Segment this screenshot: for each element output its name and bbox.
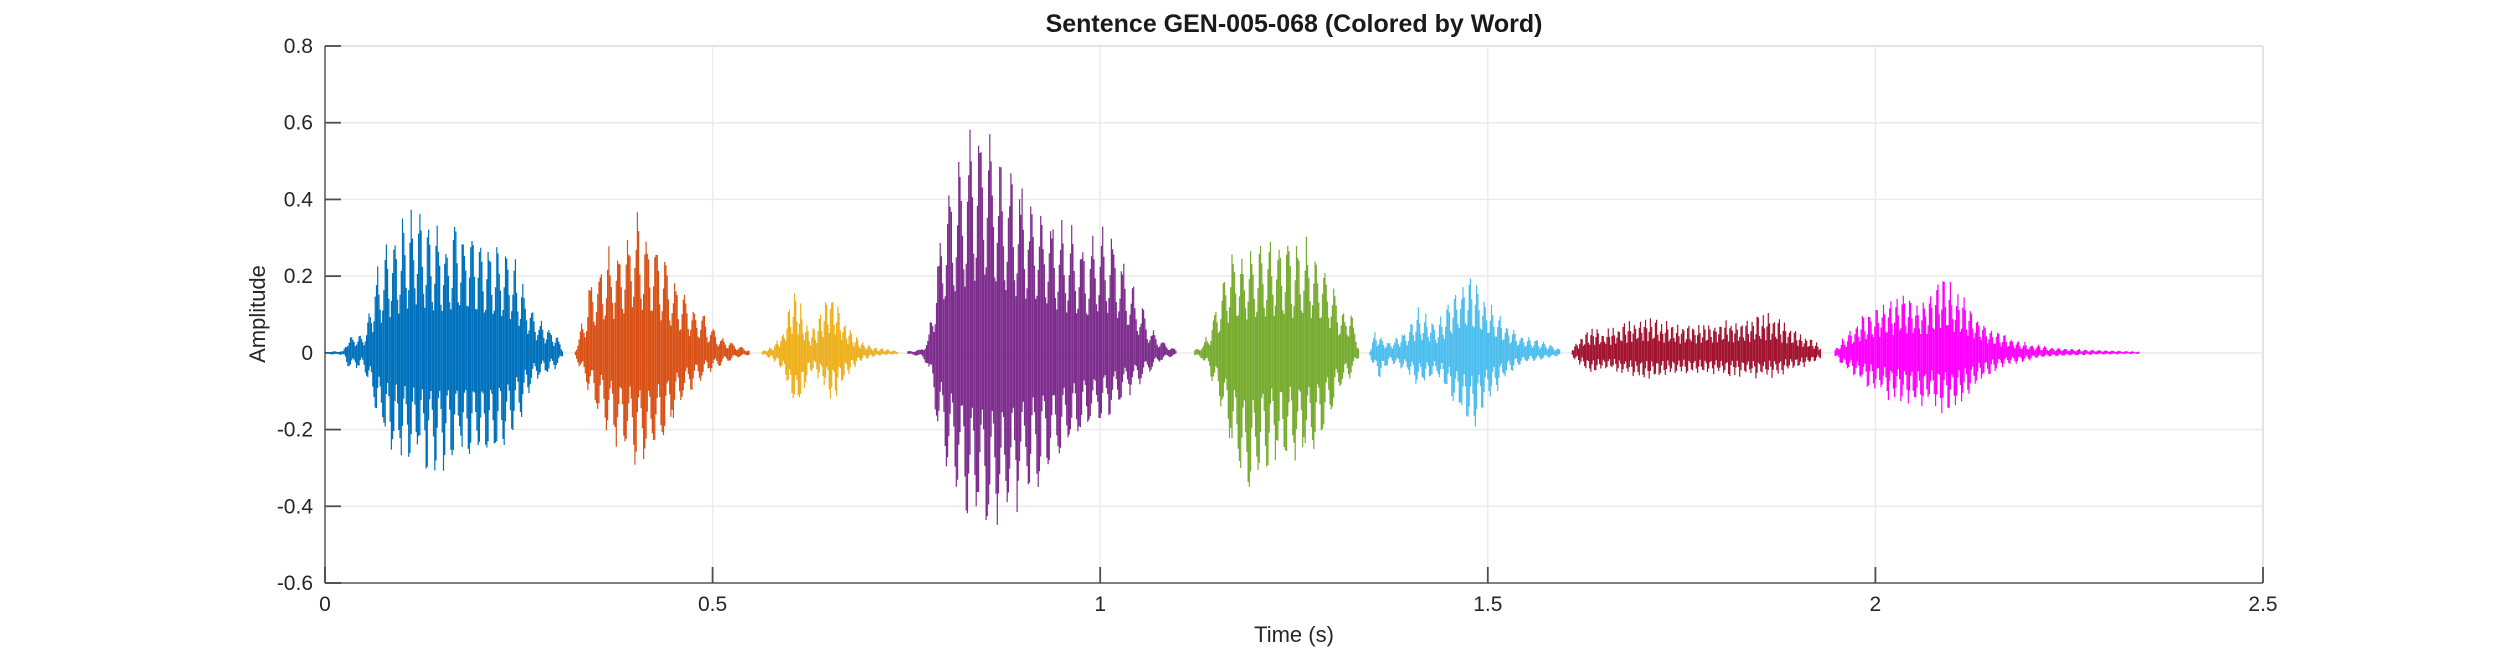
y-tick-label: 0.8: [284, 35, 313, 58]
waveform-segment-word-2: [574, 212, 750, 465]
y-tick-label: -0.2: [277, 419, 313, 442]
x-tick-label: 0: [319, 593, 331, 616]
y-tick-label: -0.6: [277, 572, 313, 595]
y-tick-label: 0.2: [284, 265, 313, 288]
waveform-segment-word-6: [1369, 278, 1561, 427]
x-tick-label: 0.5: [698, 593, 727, 616]
waveform-segment-word-1: [327, 209, 564, 471]
x-axis-label: Time (s): [1254, 622, 1334, 647]
waveform-segment-word-5: [1194, 236, 1360, 487]
x-tick-label: 2.5: [2248, 593, 2277, 616]
y-tick-label: 0: [301, 342, 313, 365]
y-tick-label: 0.4: [284, 188, 314, 211]
x-tick-label: 2: [1870, 593, 1882, 616]
waveform-segment-word-3: [761, 293, 898, 399]
x-tick-label: 1: [1094, 593, 1106, 616]
waveform-segment-word-7: [1571, 313, 1821, 379]
y-tick-label: -0.4: [277, 495, 314, 518]
y-tick-label: 0.6: [284, 112, 313, 135]
x-tick-label: 1.5: [1473, 593, 1502, 616]
chart-title: Sentence GEN-005-068 (Colored by Word): [1045, 10, 1543, 38]
waveform-segment-word-8: [1834, 281, 2140, 414]
waveform-segment-word-4: [907, 129, 1177, 525]
y-axis-label: Amplitude: [245, 265, 270, 363]
